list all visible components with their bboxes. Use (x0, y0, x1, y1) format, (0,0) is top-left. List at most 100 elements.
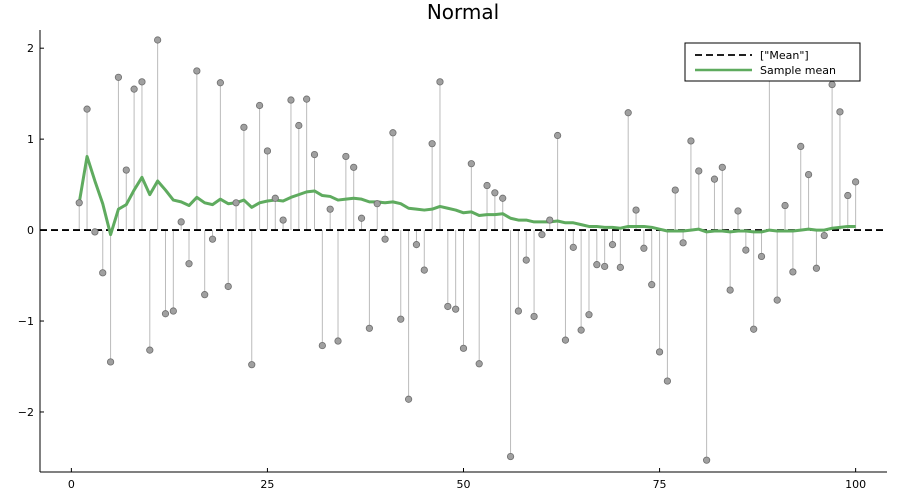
sample-point (146, 346, 154, 354)
sample-point (271, 194, 279, 202)
legend-label-mean: ["Mean"] (760, 49, 809, 62)
sample-point (161, 310, 170, 318)
sample-point (561, 336, 570, 344)
sample-point (499, 194, 507, 202)
sample-point (389, 129, 397, 137)
sample-point (569, 243, 577, 251)
sample-point (248, 361, 256, 369)
sample-point (789, 268, 797, 276)
sample-point (169, 307, 177, 315)
legend: ["Mean"] Sample mean (684, 42, 861, 82)
sample-point (671, 186, 679, 194)
sample-points-layer (75, 36, 860, 464)
sample-point (475, 360, 483, 368)
sample-point (263, 147, 272, 155)
sample-point (538, 231, 546, 239)
sample-point (106, 358, 115, 366)
sample-point (828, 80, 836, 89)
sample-point (483, 181, 491, 190)
sample-point (773, 296, 781, 304)
sample-point (750, 325, 758, 333)
sample-point (138, 78, 146, 86)
chart-title: Normal (427, 0, 499, 24)
sample-point (436, 78, 444, 86)
sample-point (679, 239, 687, 247)
sample-point (812, 264, 821, 272)
sample-point (365, 324, 373, 332)
sample-point (232, 199, 240, 207)
sample-point (201, 291, 209, 299)
axes: 0 25 50 75 100 −2 −1 0 1 2 (18, 30, 887, 491)
x-ticks: 0 25 50 75 100 (68, 468, 866, 491)
sample-point (295, 121, 303, 130)
sample-point (648, 281, 656, 289)
sample-point (506, 452, 515, 461)
legend-box (684, 42, 861, 82)
y-tick-label: 1 (27, 133, 34, 146)
sample-point (703, 456, 711, 464)
sample-point (412, 241, 421, 249)
x-tick-label: 100 (845, 478, 866, 491)
sample-point (405, 395, 413, 403)
sample-point (491, 189, 499, 197)
sample-point (616, 263, 624, 271)
sample-point (154, 36, 162, 44)
sample-point (546, 216, 554, 224)
sample-point (381, 235, 389, 243)
sample-point (193, 67, 201, 75)
sample-point (122, 166, 130, 174)
sample-point (303, 95, 311, 103)
sample-point (452, 305, 460, 313)
legend-label-sample-mean: Sample mean (760, 64, 836, 77)
sample-point (444, 302, 452, 311)
sample-mean-line (77, 154, 856, 237)
sample-point (287, 96, 295, 104)
sample-point (99, 269, 107, 277)
sample-point (742, 246, 750, 254)
sample-point (342, 152, 350, 161)
sample-point (397, 315, 405, 323)
sample-point (240, 123, 248, 131)
sample-point (593, 261, 601, 269)
sample-point (585, 311, 593, 319)
sample-point (114, 73, 123, 81)
sample-point (608, 241, 617, 249)
x-tick-label: 25 (260, 478, 274, 491)
sample-point (757, 252, 766, 261)
y-tick-label: −2 (18, 406, 34, 419)
sample-point (357, 214, 366, 222)
stem-layer (78, 40, 857, 461)
sample-point (326, 205, 334, 213)
sample-point (216, 79, 224, 87)
sample-point (467, 160, 475, 168)
x-tick-label: 50 (457, 478, 471, 491)
sample-point (428, 140, 436, 148)
sample-point (279, 216, 287, 224)
sample-point (718, 163, 726, 171)
sample-point (640, 244, 648, 252)
sample-point (624, 109, 632, 117)
sample-point (836, 108, 844, 116)
sample-point (852, 178, 860, 186)
sample-point (318, 341, 326, 350)
sample-point (373, 200, 381, 208)
sample-point (350, 163, 358, 171)
sample-point (710, 175, 719, 183)
sample-point (781, 201, 789, 210)
y-tick-label: 0 (27, 224, 34, 237)
sample-point (224, 282, 232, 291)
sample-point (514, 307, 522, 315)
sample-point (459, 344, 468, 352)
sample-point (601, 262, 609, 271)
sample-point (844, 191, 852, 200)
sample-point (208, 235, 217, 243)
sample-point (530, 312, 538, 321)
y-ticks: −2 −1 0 1 2 (18, 42, 44, 419)
sample-point (185, 260, 193, 268)
sample-point (554, 131, 562, 140)
sample-point (334, 337, 342, 345)
y-tick-label: 2 (27, 42, 34, 55)
y-tick-label: −1 (18, 315, 34, 328)
sample-point (255, 101, 264, 110)
sample-point (726, 286, 734, 294)
